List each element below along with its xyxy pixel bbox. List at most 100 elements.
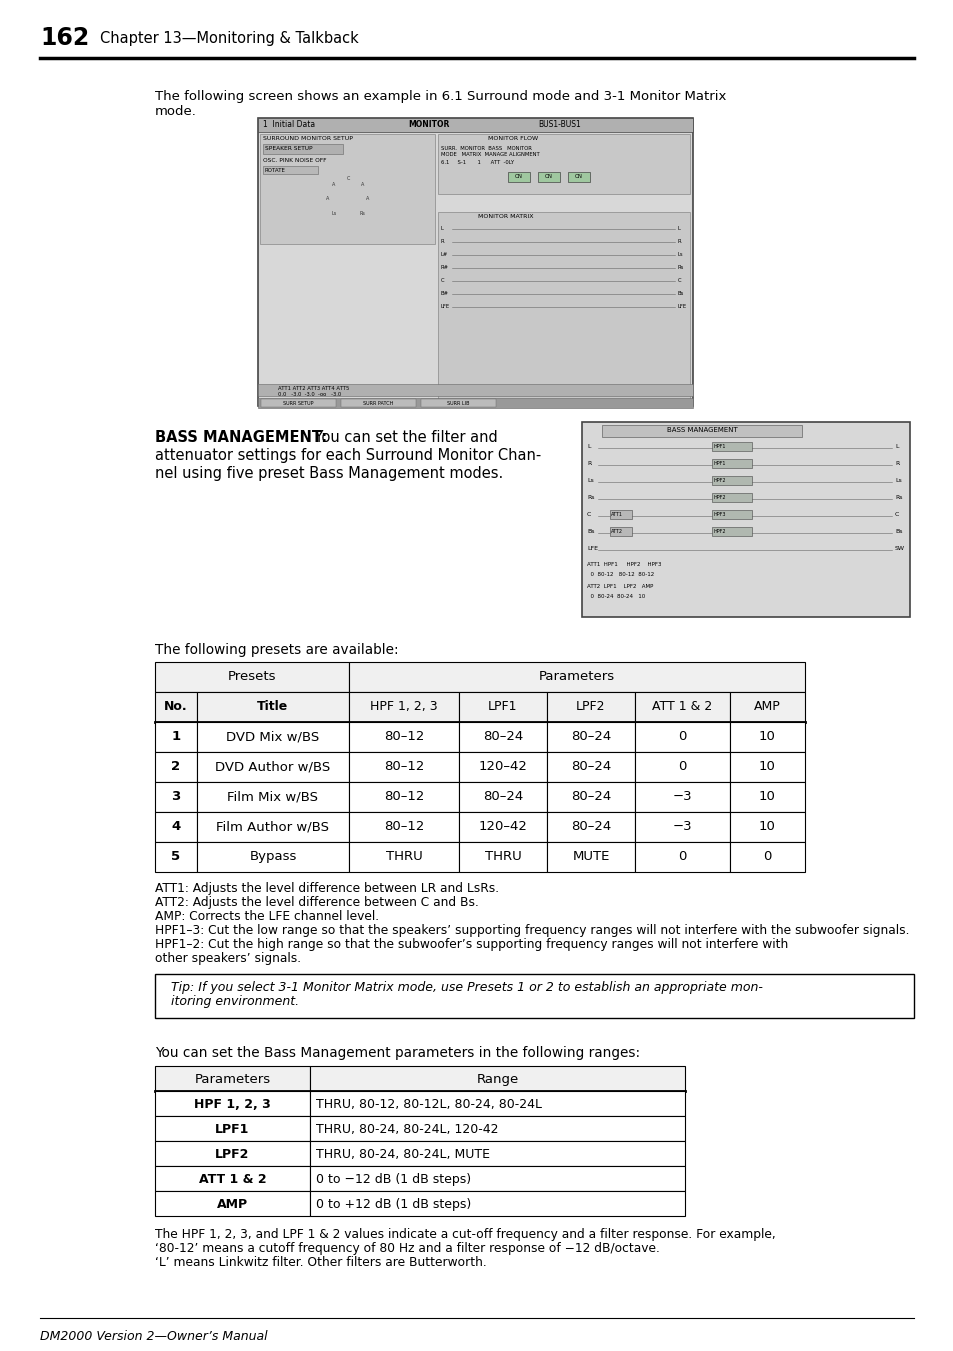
Text: Rs: Rs <box>586 494 594 500</box>
Bar <box>635 692 729 721</box>
Bar <box>609 509 631 519</box>
Text: LPF2: LPF2 <box>215 1148 250 1161</box>
Text: C: C <box>678 278 680 282</box>
Text: ‘80-12’ means a cutoff frequency of 80 Hz and a filter response of −12 dB/octave: ‘80-12’ means a cutoff frequency of 80 H… <box>154 1242 659 1255</box>
Text: 10: 10 <box>759 761 775 773</box>
Text: ATT1  HPF1     HPF2    HPF3: ATT1 HPF1 HPF2 HPF3 <box>586 562 660 567</box>
Bar <box>546 753 635 782</box>
Text: MONITOR MATRIX: MONITOR MATRIX <box>477 213 533 219</box>
Text: 0  80-24  80-24   10: 0 80-24 80-24 10 <box>586 594 644 598</box>
Text: AMP: AMP <box>216 1198 248 1210</box>
Text: R: R <box>678 239 680 245</box>
Bar <box>310 1092 684 1116</box>
Text: SW: SW <box>894 546 904 551</box>
Text: THRU, 80-24, 80-24L, 120-42: THRU, 80-24, 80-24L, 120-42 <box>315 1123 498 1136</box>
Text: The following presets are available:: The following presets are available: <box>154 643 398 657</box>
Text: THRU: THRU <box>385 850 422 863</box>
Bar <box>196 753 349 782</box>
Bar <box>196 842 349 871</box>
Bar <box>154 1142 310 1166</box>
Text: ATT1 ATT2 ATT3 ATT4 ATT5: ATT1 ATT2 ATT3 ATT4 ATT5 <box>277 386 349 390</box>
Bar <box>729 721 804 753</box>
Bar <box>154 1166 310 1192</box>
Text: SURR SETUP: SURR SETUP <box>282 401 313 407</box>
Bar <box>729 842 804 871</box>
Text: −3: −3 <box>672 820 692 834</box>
Bar <box>154 842 196 871</box>
Text: THRU, 80-12, 80-12L, 80-24, 80-24L: THRU, 80-12, 80-12L, 80-24, 80-24L <box>315 1098 541 1111</box>
Text: Ls: Ls <box>331 211 336 216</box>
Bar <box>310 1142 684 1166</box>
Text: HPF2: HPF2 <box>713 530 726 534</box>
Text: L#: L# <box>440 253 448 257</box>
Text: HPF1: HPF1 <box>713 444 726 449</box>
Text: C: C <box>346 177 350 181</box>
Text: C: C <box>586 512 591 517</box>
Text: 1  Initial Data: 1 Initial Data <box>263 120 314 128</box>
Text: The following screen shows an example in 6.1 Surround mode and 3-1 Monitor Matri: The following screen shows an example in… <box>154 91 725 103</box>
Text: SURR LIB: SURR LIB <box>446 401 469 407</box>
Text: MODE   MATRIX  MANAGE ALIGNMENT: MODE MATRIX MANAGE ALIGNMENT <box>440 153 539 157</box>
Text: A: A <box>332 182 335 188</box>
Bar <box>154 1116 310 1142</box>
Text: ATT 1 & 2: ATT 1 & 2 <box>198 1173 266 1186</box>
Text: 80–24: 80–24 <box>570 761 611 773</box>
Text: 80–12: 80–12 <box>383 790 424 802</box>
Text: 120–42: 120–42 <box>478 820 527 834</box>
Text: 10: 10 <box>759 820 775 834</box>
Text: ON: ON <box>544 174 553 178</box>
Text: DVD Mix w/BS: DVD Mix w/BS <box>226 730 319 743</box>
Bar <box>711 493 751 503</box>
Bar <box>257 399 692 408</box>
Bar <box>349 812 458 842</box>
Text: HPF1: HPF1 <box>713 461 726 466</box>
Text: LPF2: LPF2 <box>576 700 605 713</box>
Bar <box>154 692 196 721</box>
Bar <box>257 384 692 396</box>
Bar <box>196 782 349 812</box>
Text: L: L <box>586 444 590 449</box>
Bar <box>729 753 804 782</box>
Text: 80–24: 80–24 <box>570 790 611 802</box>
Bar <box>154 662 349 692</box>
Text: R#: R# <box>440 265 449 270</box>
Text: L: L <box>440 226 443 231</box>
Text: SURROUND MONITOR SETUP: SURROUND MONITOR SETUP <box>263 136 353 141</box>
Text: itoring environment.: itoring environment. <box>163 994 299 1008</box>
Text: ATT2: ATT2 <box>610 530 622 534</box>
Text: ATT2  LPF1    LPF2   AMP: ATT2 LPF1 LPF2 AMP <box>586 584 653 589</box>
Text: Parameters: Parameters <box>194 1073 271 1086</box>
Text: Range: Range <box>476 1073 518 1086</box>
Bar <box>154 974 913 1019</box>
Bar <box>260 134 435 245</box>
Bar <box>310 1066 684 1092</box>
Bar <box>154 782 196 812</box>
Text: You can set the filter and: You can set the filter and <box>310 430 497 444</box>
Bar <box>340 399 416 407</box>
Text: 5: 5 <box>172 850 180 863</box>
Text: 162: 162 <box>40 26 90 50</box>
Bar <box>729 692 804 721</box>
Text: 10: 10 <box>759 730 775 743</box>
Bar <box>635 842 729 871</box>
Text: ATT1: ATT1 <box>610 512 622 517</box>
Bar <box>349 662 804 692</box>
Text: attenuator settings for each Surround Monitor Chan-: attenuator settings for each Surround Mo… <box>154 449 540 463</box>
Text: DM2000 Version 2—Owner’s Manual: DM2000 Version 2—Owner’s Manual <box>40 1329 268 1343</box>
Bar <box>458 692 546 721</box>
Bar <box>458 753 546 782</box>
Text: BASS MANAGEMENT:: BASS MANAGEMENT: <box>154 430 327 444</box>
Bar <box>711 527 751 536</box>
Bar <box>537 172 559 182</box>
Text: LPF1: LPF1 <box>488 700 517 713</box>
Text: ON: ON <box>515 174 522 178</box>
Bar <box>310 1166 684 1192</box>
Bar <box>458 842 546 871</box>
Bar <box>349 782 458 812</box>
Text: Chapter 13—Monitoring & Talkback: Chapter 13—Monitoring & Talkback <box>100 31 358 46</box>
Text: 80–24: 80–24 <box>482 730 522 743</box>
Bar <box>349 842 458 871</box>
Bar <box>349 753 458 782</box>
Text: 0 to −12 dB (1 dB steps): 0 to −12 dB (1 dB steps) <box>315 1173 471 1186</box>
Bar <box>196 721 349 753</box>
